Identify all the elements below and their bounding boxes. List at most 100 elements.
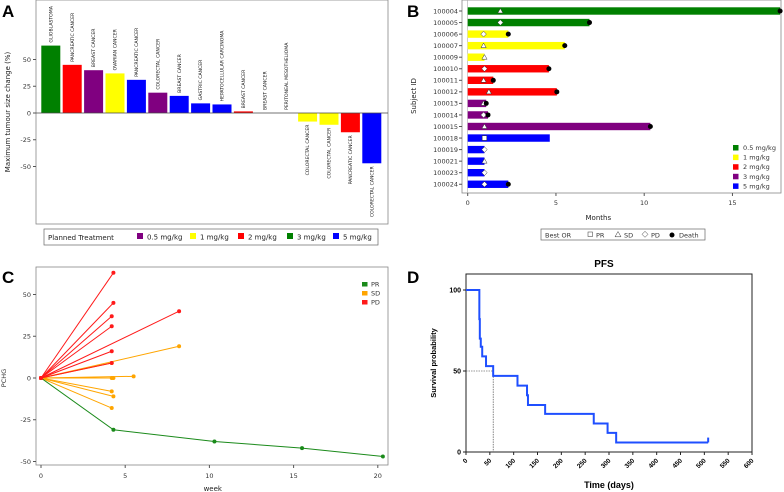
legend-box [43,228,379,246]
legend-swatch [733,154,739,161]
death-marker [562,43,568,49]
x-tick-label: 350 [624,457,637,470]
x-tick-label: 250 [576,457,589,470]
subject-id-label: 100014 [433,111,458,119]
sd-legend-icon [614,230,622,238]
legend-label: PD [371,299,380,307]
data-point [39,376,43,380]
bar [212,104,232,113]
y-axis-label: PCHG [0,369,8,387]
legend-label: 1 mg/kg [743,154,770,162]
x-tick-label: 15 [728,199,736,207]
death-legend-icon [669,232,675,238]
legend-label: SD [624,232,633,240]
data-point [111,394,116,399]
x-tick-label: 150 [528,457,541,470]
legend-title: Planned Treatment [48,234,114,242]
legend-label: 0.5 mg/kg [147,234,182,242]
series-line-sd [40,377,114,397]
panel-b: B 0 5 10 15 Months Subject ID 100004 100005 10000… [407,0,783,241]
subject-bar [467,41,565,50]
median-line [466,370,494,452]
y-tick-label: 25 [23,333,31,341]
x-tick-label: 10 [205,472,213,480]
bar [340,113,360,133]
x-tick-label: 15 [289,472,297,480]
x-tick-label: 550 [719,457,732,470]
data-point [109,360,114,365]
y-tick-label: -50 [20,163,31,171]
plot-frame [35,266,389,466]
pd-marker [481,181,488,188]
y-tick-label: 25 [23,83,31,91]
death-marker [483,100,489,106]
y-tick-label: 50 [453,369,461,376]
legend-label: 5 mg/kg [343,234,372,242]
x-tick-label: 600 [743,457,756,470]
legend-swatch [362,300,368,305]
y-tick-label: 0 [457,450,461,457]
panel-a: A 50 25 0 -25 -50 Maximum tumour size change (… [2,0,389,246]
subject-bar [467,134,550,142]
data-point [109,324,114,329]
bar [362,113,382,164]
data-point [111,270,116,275]
bar [169,95,189,113]
panel-label-a: A [2,2,14,21]
bar-category-label: PANCREATIC CANCER [348,134,354,184]
bar-category-label: BREAST CANCER [262,71,268,110]
x-tick-label: 5 [123,472,127,480]
subject-id-label: 100006 [433,30,458,38]
legend-swatch [137,233,143,239]
bar-category-label: COLORECTAL CANCER [369,165,375,217]
panel-label-b: B [407,2,419,21]
legend-swatch [733,183,739,189]
pd-marker [480,30,487,38]
survival-curve [466,289,709,444]
bar-category-label: COLORECTAL CANCER [327,127,333,179]
sd-marker [481,54,488,60]
marker-legend-box [540,228,706,241]
subject-bar [467,7,781,15]
subject-id-label: 100004 [433,7,458,15]
subject-id-label: 100005 [433,19,458,27]
y-tick-label: -25 [20,136,31,144]
subject-bar [467,99,487,108]
data-point [109,376,114,380]
series-line-pd [40,325,113,379]
subject-bar [467,169,485,177]
data-point [109,406,114,411]
subject-id-label: 100021 [433,157,458,165]
legend-swatch [733,145,739,151]
subject-bar [467,53,485,61]
death-marker [647,124,653,129]
death-marker [546,66,552,72]
bar-category-label: GASTRIC CANCER [198,59,204,101]
subject-id-label: 100011 [433,77,458,85]
legend-label: PR [371,281,380,289]
bar-category-label: OVARIAN CANCER [113,28,119,70]
subject-id-label: 100013 [433,100,458,108]
legend-label: 2 mg/kg [248,234,277,242]
legend-swatch [238,233,244,239]
sd-marker [481,158,488,164]
marker-legend-title: Best OR [545,232,572,240]
x-tick-label: 0 [466,199,470,207]
legend-label: PR [596,232,605,240]
bar [105,73,125,113]
series-line-pd [40,350,112,379]
data-point [109,389,114,394]
data-point [111,300,116,305]
subject-id-label: 100007 [433,42,458,50]
pr-marker [481,135,488,141]
x-axis-label: Months [586,214,612,222]
bar-category-label: COLORECTAL CANCER [155,38,161,90]
y-tick-label: -50 [20,458,31,466]
panel-label-c: C [2,268,14,287]
data-point [380,454,385,459]
chart-title: PFS [594,259,614,270]
series-line-pd [40,315,113,379]
data-point [109,349,114,354]
